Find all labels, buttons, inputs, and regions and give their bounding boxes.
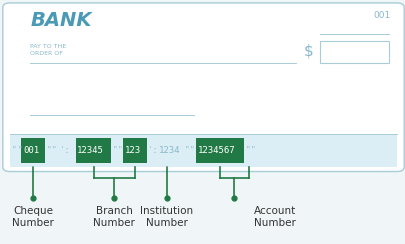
Text: ':: ': xyxy=(148,146,157,155)
Text: ": " xyxy=(12,146,17,155)
Text: 001: 001 xyxy=(373,11,391,20)
Text: 1234: 1234 xyxy=(159,146,181,155)
Text: PAY TO THE: PAY TO THE xyxy=(30,44,67,49)
Text: $: $ xyxy=(304,44,313,59)
Bar xyxy=(21,138,45,163)
Text: ": " xyxy=(17,146,22,155)
Bar xyxy=(76,138,111,163)
Text: ": " xyxy=(251,146,255,155)
Text: 123: 123 xyxy=(125,146,141,155)
Text: Branch
Number: Branch Number xyxy=(93,206,135,228)
Bar xyxy=(10,134,397,167)
Text: 12345: 12345 xyxy=(77,146,104,155)
Bar xyxy=(123,138,147,163)
Text: Cheque
Number: Cheque Number xyxy=(12,206,54,228)
FancyBboxPatch shape xyxy=(3,3,404,172)
Text: 001: 001 xyxy=(23,146,39,155)
Text: ": " xyxy=(47,146,51,155)
Text: ": " xyxy=(113,146,117,155)
Text: ": " xyxy=(52,146,56,155)
Text: Account
Number: Account Number xyxy=(254,206,296,228)
Text: ": " xyxy=(190,146,194,155)
Text: Institution
Number: Institution Number xyxy=(140,206,194,228)
Text: ": " xyxy=(185,146,189,155)
Text: 1234567: 1234567 xyxy=(198,146,235,155)
Text: ": " xyxy=(246,146,250,155)
Text: ": " xyxy=(117,146,122,155)
Bar xyxy=(196,138,244,163)
Bar xyxy=(320,41,389,63)
Text: ORDER OF: ORDER OF xyxy=(30,51,63,56)
Text: ':: ': xyxy=(60,146,69,155)
Text: BANK: BANK xyxy=(30,11,92,30)
